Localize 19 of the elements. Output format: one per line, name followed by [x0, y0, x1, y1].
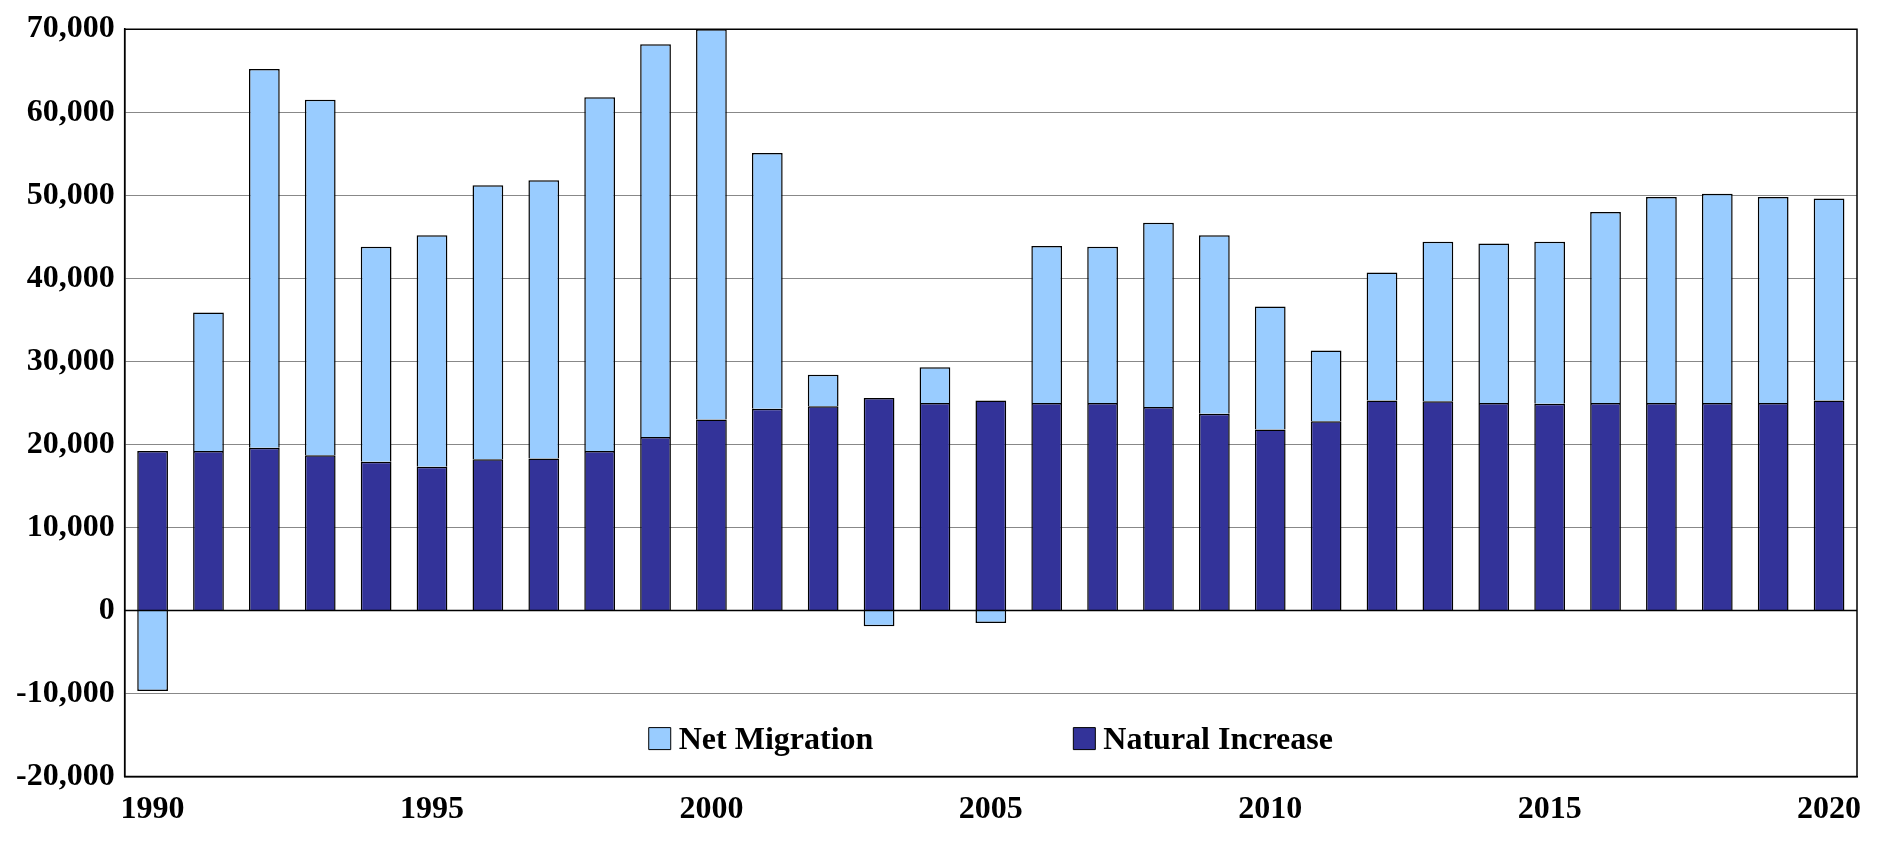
y-tick-label: 10,000 — [26, 506, 115, 543]
y-tick-label: 0 — [98, 589, 115, 626]
x-tick-label: 1995 — [400, 789, 465, 826]
y-tick-label: 30,000 — [26, 340, 115, 377]
y-tick-label: 40,000 — [26, 257, 115, 294]
y-tick-label: -20,000 — [16, 755, 115, 792]
x-tick-label: 2000 — [679, 789, 744, 826]
y-tick-label: 20,000 — [26, 423, 115, 460]
y-tick-label: 70,000 — [26, 8, 115, 45]
x-tick-label: 2005 — [958, 789, 1023, 826]
x-tick-label: 1990 — [120, 789, 185, 826]
y-tick-label: 60,000 — [26, 91, 115, 128]
x-tick-label: 2020 — [1797, 789, 1862, 826]
y-tick-label: -10,000 — [16, 672, 115, 709]
x-tick-label: 2015 — [1517, 789, 1582, 826]
legend-label: Natural Increase — [1103, 719, 1333, 756]
legend-label: Net Migration — [678, 719, 874, 756]
y-tick-label: 50,000 — [26, 174, 115, 211]
x-tick-label: 2010 — [1238, 789, 1303, 826]
